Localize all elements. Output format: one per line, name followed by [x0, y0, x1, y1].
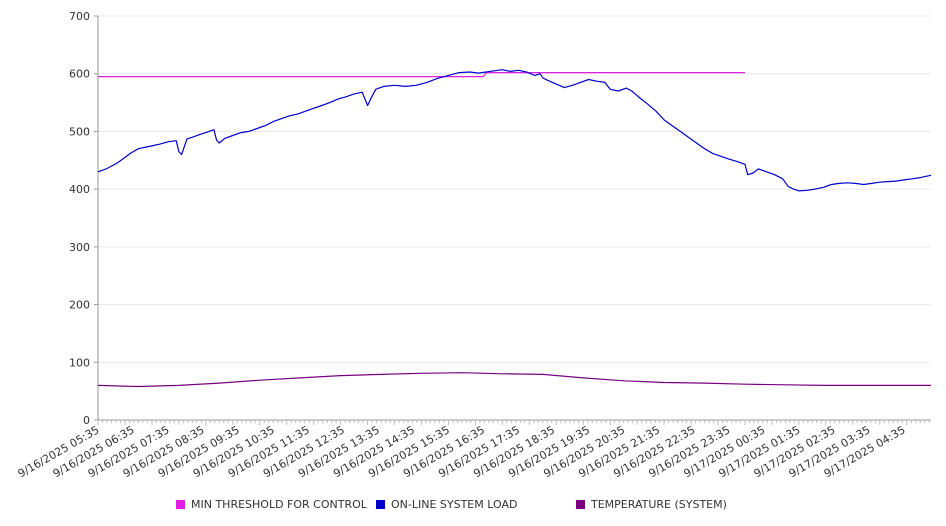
line-chart: 0 100 200 300 400 500 600 700 9/16/2025 05:359/… [16, 10, 932, 480]
legend: MIN THRESHOLD FOR CONTROL ON-LINE SYSTEM… [0, 496, 946, 516]
y-tick-label-500: 500 [69, 125, 90, 138]
y-tick-label-0: 0 [83, 414, 90, 427]
legend-label-temperature: TEMPERATURE (SYSTEM) [591, 498, 727, 511]
legend-swatch-temperature [576, 500, 585, 509]
series-line-min-threshold [98, 72, 745, 78]
y-tick-label-600: 600 [69, 68, 90, 81]
y-tick-label-200: 200 [69, 299, 90, 312]
legend-item-temperature: TEMPERATURE (SYSTEM) [576, 498, 727, 511]
legend-swatch-system-load [376, 500, 385, 509]
y-tick-label-100: 100 [69, 356, 90, 369]
legend-item-min-threshold: MIN THRESHOLD FOR CONTROL [176, 498, 367, 511]
grid-lines [98, 15, 931, 363]
series-lines [97, 69, 932, 388]
legend-swatch-min-threshold [176, 500, 185, 509]
y-tick-label-700: 700 [69, 10, 90, 23]
x-axis-ticks: 9/16/2025 05:359/16/2025 06:359/16/2025 … [16, 420, 930, 480]
series-line-system-load [97, 69, 932, 192]
y-tick-label-400: 400 [69, 183, 90, 196]
y-axis-ticks: 0 100 200 300 400 500 600 700 [69, 10, 98, 427]
legend-label-min-threshold: MIN THRESHOLD FOR CONTROL [191, 498, 367, 511]
legend-item-system-load: ON-LINE SYSTEM LOAD [376, 498, 517, 511]
legend-label-system-load: ON-LINE SYSTEM LOAD [391, 498, 518, 511]
y-tick-label-300: 300 [69, 241, 90, 254]
series-line-temperature [97, 372, 931, 388]
